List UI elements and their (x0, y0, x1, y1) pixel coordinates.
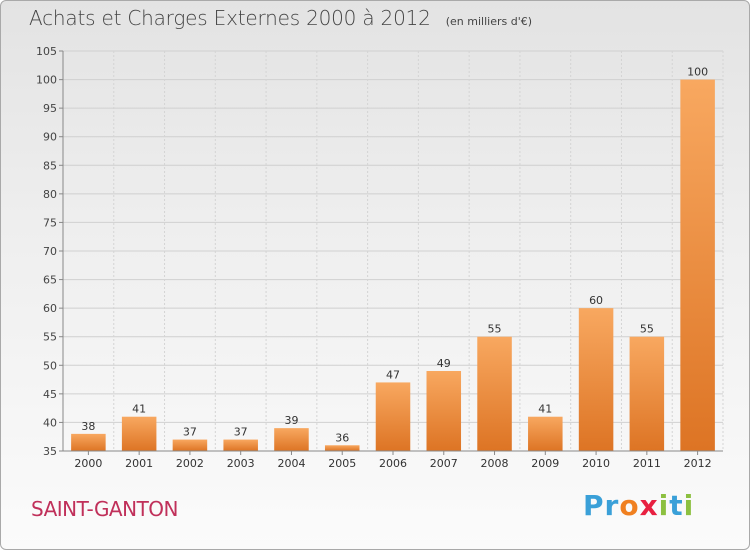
x-tick-label: 2000 (74, 457, 102, 470)
x-tick-label: 2010 (582, 457, 610, 470)
x-tick-label: 2004 (277, 457, 305, 470)
bar (528, 416, 563, 451)
y-tick-label: 105 (36, 45, 57, 58)
y-tick-label: 55 (43, 331, 57, 344)
y-tick-label: 85 (43, 159, 57, 172)
x-tick-label: 2005 (328, 457, 356, 470)
bar-value-label: 55 (640, 323, 654, 336)
bar-value-label: 37 (234, 426, 248, 439)
bar-value-label: 38 (81, 420, 95, 433)
logo-letter: r (604, 489, 620, 522)
bar-value-label: 41 (538, 403, 552, 416)
y-tick-label: 45 (43, 388, 57, 401)
logo-letter: o (619, 489, 640, 522)
bar-value-label: 39 (284, 414, 298, 427)
x-tick-label: 2001 (125, 457, 153, 470)
x-tick-label: 2008 (481, 457, 509, 470)
bar-value-label: 55 (488, 323, 502, 336)
bar-value-label: 49 (437, 357, 451, 370)
y-tick-label: 90 (43, 131, 57, 144)
bar-value-label: 37 (183, 426, 197, 439)
chart-title: Achats et Charges Externes 2000 à 2012 (29, 6, 431, 30)
bar (629, 336, 665, 451)
bars (71, 79, 715, 452)
logo-letter: x (639, 489, 659, 522)
bar-value-label: 36 (335, 431, 349, 444)
y-tick-label: 65 (43, 274, 57, 287)
bar-value-label: 47 (386, 368, 400, 381)
y-tick-label: 100 (36, 74, 57, 87)
axes: 35 40 45 50 55 60 65 70 75 80 85 90 95 100 105 38 2000 41… (36, 45, 723, 470)
y-tick-label: 35 (43, 445, 57, 458)
bar-value-label: 100 (687, 66, 708, 79)
x-tick-label: 2007 (430, 457, 458, 470)
y-tick-label: 70 (43, 245, 57, 258)
bar-value-label: 60 (589, 294, 603, 307)
bar (477, 336, 512, 451)
bar (324, 445, 360, 451)
bar (578, 308, 614, 451)
y-tick-label: 80 (43, 188, 57, 201)
x-tick-label: 2009 (531, 457, 559, 470)
logo-letter: i (658, 489, 670, 522)
chart-header: Achats et Charges Externes 2000 à 2012 (… (29, 6, 532, 30)
x-tick-label: 2002 (176, 457, 204, 470)
y-tick-label: 40 (43, 416, 57, 429)
bar (426, 371, 462, 451)
x-tick-label: 2011 (633, 457, 661, 470)
x-tick-label: 2012 (684, 457, 712, 470)
bar (223, 439, 258, 451)
place-name: SAINT-GANTON (31, 497, 179, 521)
y-tick-label: 50 (43, 359, 57, 372)
bar-value-label: 41 (132, 403, 146, 416)
x-tick-label: 2003 (227, 457, 255, 470)
logo-letter: P (583, 489, 605, 522)
chart-subtitle: (en milliers d'€) (445, 15, 533, 28)
bar (680, 79, 715, 452)
bar (71, 433, 106, 451)
bar (274, 428, 309, 451)
y-tick-label: 95 (43, 102, 57, 115)
y-tick-label: 60 (43, 302, 57, 315)
logo-letter: t (669, 489, 684, 522)
bar (121, 416, 157, 451)
proxiti-logo: Proxiti (583, 489, 694, 522)
bar (375, 382, 411, 451)
y-tick-label: 75 (43, 216, 57, 229)
x-tick-label: 2006 (379, 457, 407, 470)
logo-letter: i (683, 489, 695, 522)
bar (172, 439, 208, 451)
